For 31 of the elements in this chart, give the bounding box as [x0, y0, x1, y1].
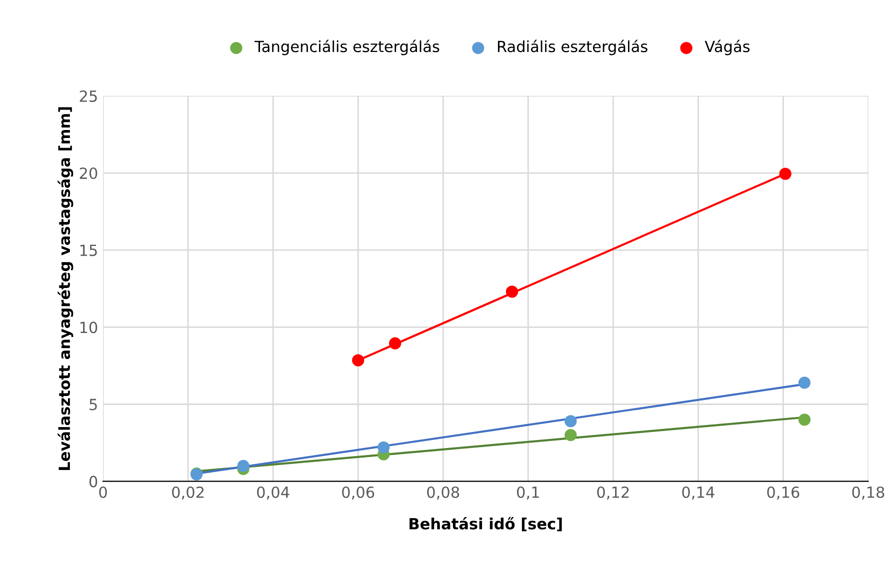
x-tick-label: 0,02 [172, 486, 204, 500]
x-tick-label: 0,18 [852, 486, 884, 500]
legend-label: Tangenciális esztergálás [254, 40, 440, 56]
point [389, 337, 402, 350]
x-axis-title: Behatási idő [sec] [410, 517, 562, 532]
y-tick-label: 5 [90, 398, 97, 410]
point [798, 376, 811, 389]
x-tick-label: 0,06 [342, 486, 374, 500]
legend-label: Radiális esztergálás [498, 40, 648, 56]
x-tick-label: 0,12 [597, 486, 629, 500]
point [564, 429, 577, 442]
x-tick-label: 0,14 [682, 486, 714, 500]
point [352, 354, 364, 366]
y-tick-label: 10 [80, 322, 98, 334]
y-tick-label: 20 [80, 167, 98, 180]
x-tick-label: 0 [99, 486, 107, 498]
y-tick-label: 25 [80, 90, 97, 102]
x-tick-label: 0,16 [767, 486, 800, 500]
y-tick-label: 0 [89, 476, 98, 488]
point [506, 286, 518, 298]
y-tick-label: 15 [80, 244, 97, 256]
point [237, 460, 250, 472]
point [378, 441, 390, 454]
point [798, 414, 811, 426]
x-tick-label: 0,04 [257, 486, 290, 500]
y-axis-title: Leválasztott anyagréteg vastagsága [mm] [58, 107, 74, 470]
x-tick-label: 0,08 [427, 486, 460, 500]
point [564, 415, 577, 428]
point [779, 168, 792, 180]
x-tick-label: 0,1 [517, 486, 539, 500]
legend-label: Vágás [704, 40, 750, 56]
